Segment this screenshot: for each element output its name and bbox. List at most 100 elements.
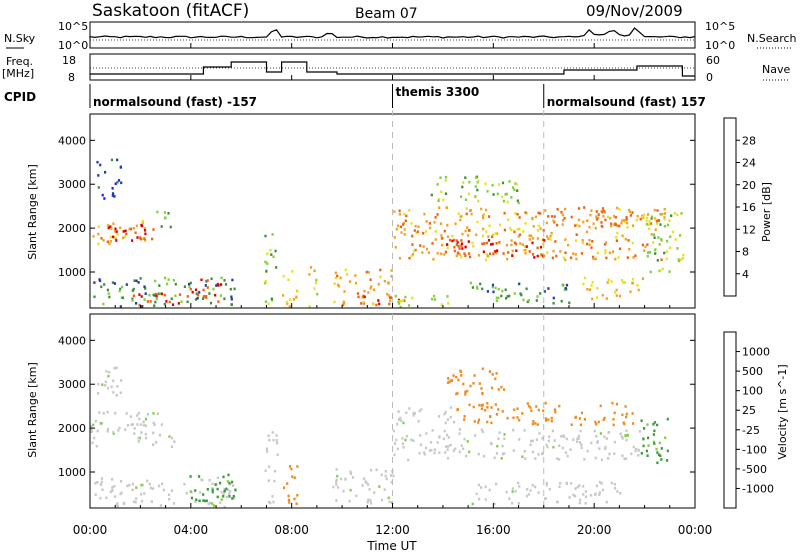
- heat-cell: [264, 469, 267, 472]
- heat-cell: [572, 493, 575, 497]
- heat-cell: [615, 236, 618, 239]
- heat-cell: [629, 214, 632, 217]
- heat-cell: [139, 237, 142, 241]
- heat-cell: [139, 423, 142, 426]
- heat-cell: [648, 251, 652, 254]
- x-tick-label: 00:00: [73, 523, 108, 537]
- heat-cell: [370, 468, 373, 472]
- heat-cell: [388, 302, 391, 306]
- heat-cell: [137, 436, 140, 440]
- heat-cell: [131, 482, 134, 486]
- heat-cell: [142, 220, 145, 223]
- heat-cell: [308, 305, 311, 308]
- heat-cell: [336, 474, 339, 478]
- heat-cell: [153, 423, 156, 427]
- heat-cell: [542, 254, 545, 258]
- heat-cell: [133, 427, 136, 430]
- heat-cell: [514, 182, 517, 185]
- heat-cell: [450, 379, 453, 382]
- heat-cell: [198, 475, 201, 478]
- heat-cell: [108, 295, 111, 299]
- heat-cell: [133, 432, 136, 435]
- heat-cell: [139, 492, 143, 496]
- heat-cell: [464, 198, 468, 201]
- heat-cell: [215, 284, 218, 287]
- heat-cell: [120, 181, 123, 185]
- heat-cell: [96, 481, 99, 484]
- heat-cell: [149, 300, 152, 303]
- heat-cell: [399, 305, 402, 309]
- heat-cell: [401, 299, 404, 302]
- heat-cell: [614, 216, 617, 219]
- heat-cell: [205, 280, 208, 283]
- heat-cell: [491, 373, 494, 376]
- heat-cell: [659, 213, 662, 216]
- heat-cell: [290, 467, 293, 471]
- heat-cell: [469, 281, 472, 285]
- heat-cell: [656, 259, 659, 262]
- date-title: 09/Nov/2009: [586, 2, 683, 20]
- heat-cell: [516, 416, 519, 419]
- heat-cell: [490, 421, 493, 425]
- heat-cell: [475, 492, 478, 496]
- heat-cell: [548, 487, 551, 491]
- heat-cell: [666, 459, 669, 462]
- heat-cell: [119, 287, 122, 291]
- heat-cell: [537, 453, 540, 456]
- heat-cell: [602, 418, 605, 422]
- heat-cell: [513, 230, 516, 234]
- heat-cell: [653, 208, 656, 212]
- heat-cell: [486, 420, 489, 424]
- x-tick-label: 12:00: [375, 523, 410, 537]
- heat-cell: [271, 431, 274, 434]
- heat-cell: [536, 295, 539, 298]
- heat-cell: [531, 484, 534, 487]
- heat-cell: [94, 493, 97, 496]
- heat-cell: [507, 251, 510, 254]
- heat-cell: [526, 488, 529, 491]
- heat-cell: [98, 278, 101, 281]
- heat-cell: [584, 502, 587, 505]
- heat-cell: [580, 411, 584, 415]
- heat-cell: [449, 406, 453, 409]
- heat-cell: [618, 247, 622, 251]
- heat-cell: [230, 303, 233, 306]
- heat-cell: [414, 224, 417, 228]
- heat-cell: [375, 468, 378, 472]
- heat-cell: [544, 209, 547, 212]
- heat-cell: [550, 215, 554, 218]
- heat-cell: [464, 176, 467, 179]
- heat-cell: [565, 283, 569, 287]
- heat-cell: [454, 447, 457, 451]
- heat-cell: [670, 214, 673, 217]
- heat-cell: [375, 303, 378, 307]
- heat-cell: [497, 437, 500, 440]
- heat-cell: [396, 422, 399, 426]
- power-colorbar-label: Power [dB]: [760, 182, 773, 242]
- heat-cell: [366, 500, 369, 504]
- heat-cell: [315, 278, 318, 282]
- heat-cell: [445, 445, 448, 448]
- heat-cell: [455, 254, 458, 258]
- heat-cell: [118, 289, 121, 293]
- heat-cell: [211, 490, 214, 494]
- heat-cell: [595, 484, 598, 488]
- heat-cell: [574, 487, 577, 490]
- heat-cell: [194, 489, 197, 492]
- heat-cell: [570, 256, 573, 260]
- heat-cell: [575, 223, 578, 227]
- heat-cell: [276, 453, 279, 456]
- heat-cell: [554, 240, 557, 243]
- heat-cell: [494, 286, 497, 290]
- heat-cell: [396, 224, 400, 228]
- heat-cell: [503, 228, 506, 232]
- heat-cell: [618, 208, 621, 211]
- heat-cell: [272, 255, 275, 259]
- heat-cell: [630, 452, 633, 456]
- heat-cell: [583, 276, 587, 280]
- heat-cell: [490, 406, 493, 409]
- heat-cell: [564, 451, 568, 454]
- heat-cell: [578, 441, 582, 444]
- heat-cell: [563, 288, 566, 292]
- heat-cell: [464, 229, 467, 233]
